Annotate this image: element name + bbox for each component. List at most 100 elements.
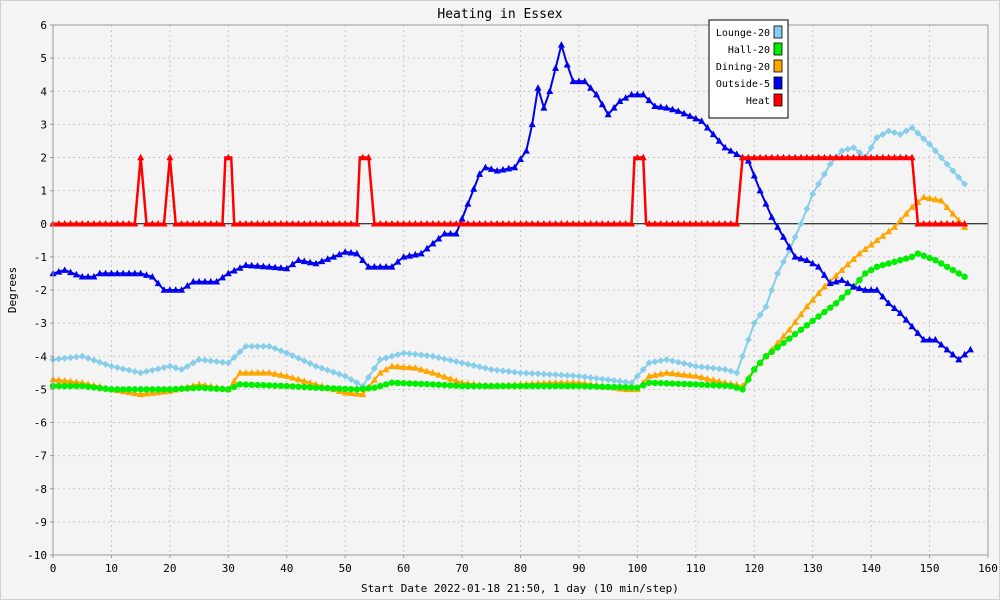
x-tick-label: 30: [222, 562, 235, 575]
heat-marker: [254, 219, 262, 227]
outside-5-marker: [411, 250, 419, 258]
lounge-20-marker: [709, 364, 717, 372]
lounge-20-marker: [704, 364, 711, 372]
outside-5-marker: [686, 112, 694, 119]
hall-20-marker: [739, 386, 746, 393]
lounge-20-marker: [96, 358, 104, 366]
dining-20-marker: [686, 371, 694, 379]
y-tick-label: 0: [40, 218, 47, 231]
hall-20-marker: [786, 335, 793, 342]
outside-5-marker: [493, 166, 501, 174]
lounge-20-marker: [563, 371, 571, 379]
lounge-20-marker: [937, 154, 945, 161]
lounge-20-marker: [762, 303, 770, 311]
hall-20-marker: [675, 380, 682, 387]
outside-5-marker: [592, 90, 600, 98]
dining-20-marker: [388, 362, 396, 369]
hall-20-marker: [143, 386, 150, 393]
hall-20-marker: [762, 353, 770, 360]
dining-20-marker: [242, 369, 250, 376]
dining-20-marker: [657, 370, 665, 377]
heat-marker: [353, 219, 361, 227]
dining-20-marker: [61, 376, 69, 384]
outside-5-marker: [645, 96, 653, 104]
outside-5-marker: [370, 263, 378, 270]
heat-marker: [400, 219, 408, 227]
heat-marker: [815, 153, 823, 161]
hall-20-marker: [230, 383, 238, 391]
outside-5-marker: [867, 286, 875, 293]
y-tick-label: 5: [40, 52, 47, 65]
heat-marker: [487, 219, 495, 227]
heat-marker: [464, 219, 472, 227]
y-tick-label: 3: [40, 118, 47, 131]
heat-marker: [645, 219, 653, 227]
lounge-20-marker: [335, 370, 343, 378]
hall-20-marker: [412, 380, 419, 387]
hall-20-marker: [955, 270, 962, 277]
hall-20-marker: [891, 258, 898, 266]
lounge-20-marker: [557, 371, 565, 379]
lounge-20-marker: [914, 129, 922, 137]
outside-5-marker: [768, 213, 776, 220]
outside-5-marker: [902, 316, 910, 323]
outside-5-marker: [405, 251, 413, 259]
heat-marker: [920, 219, 928, 227]
outside-5-marker: [908, 322, 916, 330]
lounge-20-marker: [803, 205, 811, 213]
hall-20-marker: [528, 382, 536, 390]
lounge-20-marker: [324, 366, 332, 374]
lounge-20-marker: [499, 367, 507, 375]
hall-20-marker: [90, 384, 98, 391]
hall-20-marker: [797, 326, 805, 333]
dining-20-marker: [452, 376, 460, 384]
x-tick-label: 50: [339, 562, 352, 575]
outside-5-marker: [78, 272, 86, 280]
dining-20-marker: [143, 389, 150, 397]
heat-marker: [189, 219, 197, 227]
hall-20-marker: [862, 270, 869, 277]
hall-20-marker: [149, 386, 156, 393]
hall-20-marker: [195, 384, 203, 391]
outside-5-marker: [90, 272, 98, 280]
heat-marker: [715, 219, 723, 227]
heat-marker: [663, 219, 671, 227]
heat-marker: [55, 219, 63, 227]
heat-marker: [721, 219, 729, 227]
outside-5-marker: [102, 269, 110, 277]
outside-5-marker: [148, 272, 156, 280]
lounge-20-marker: [195, 356, 203, 364]
lounge-20-marker: [242, 342, 250, 350]
lounge-20-marker: [575, 372, 583, 380]
heat-marker: [517, 219, 524, 227]
outside-5-marker: [306, 258, 314, 266]
hall-20-marker: [353, 386, 361, 393]
lounge-20-marker: [294, 354, 302, 362]
lounge-20-marker: [429, 352, 437, 360]
legend-label: Dining-20: [716, 62, 770, 73]
lounge-20-marker: [224, 359, 232, 367]
heat-marker: [762, 153, 770, 161]
outside-5-marker: [791, 253, 799, 260]
hall-20-marker: [219, 385, 226, 393]
hall-20-marker: [511, 382, 518, 390]
heat-marker: [119, 219, 127, 227]
hall-20-marker: [102, 385, 109, 392]
outside-5-marker: [668, 105, 676, 113]
dining-20-marker: [131, 389, 139, 397]
dining-20-marker: [651, 371, 659, 378]
lounge-20-marker: [72, 353, 80, 361]
outside-5-marker: [242, 261, 250, 268]
hall-20-marker: [698, 381, 705, 388]
lounge-20-marker: [90, 356, 98, 364]
legend-label: Outside-5: [716, 79, 770, 90]
dining-20-marker: [259, 369, 267, 376]
outside-5-marker: [721, 143, 729, 151]
dining-20-marker: [902, 210, 910, 217]
heat-marker: [148, 219, 156, 227]
y-tick-label: -10: [27, 549, 47, 562]
heat-marker: [592, 219, 600, 227]
lounge-20-marker: [271, 345, 279, 353]
dining-20-marker: [382, 365, 390, 373]
heat-marker: [67, 219, 75, 227]
